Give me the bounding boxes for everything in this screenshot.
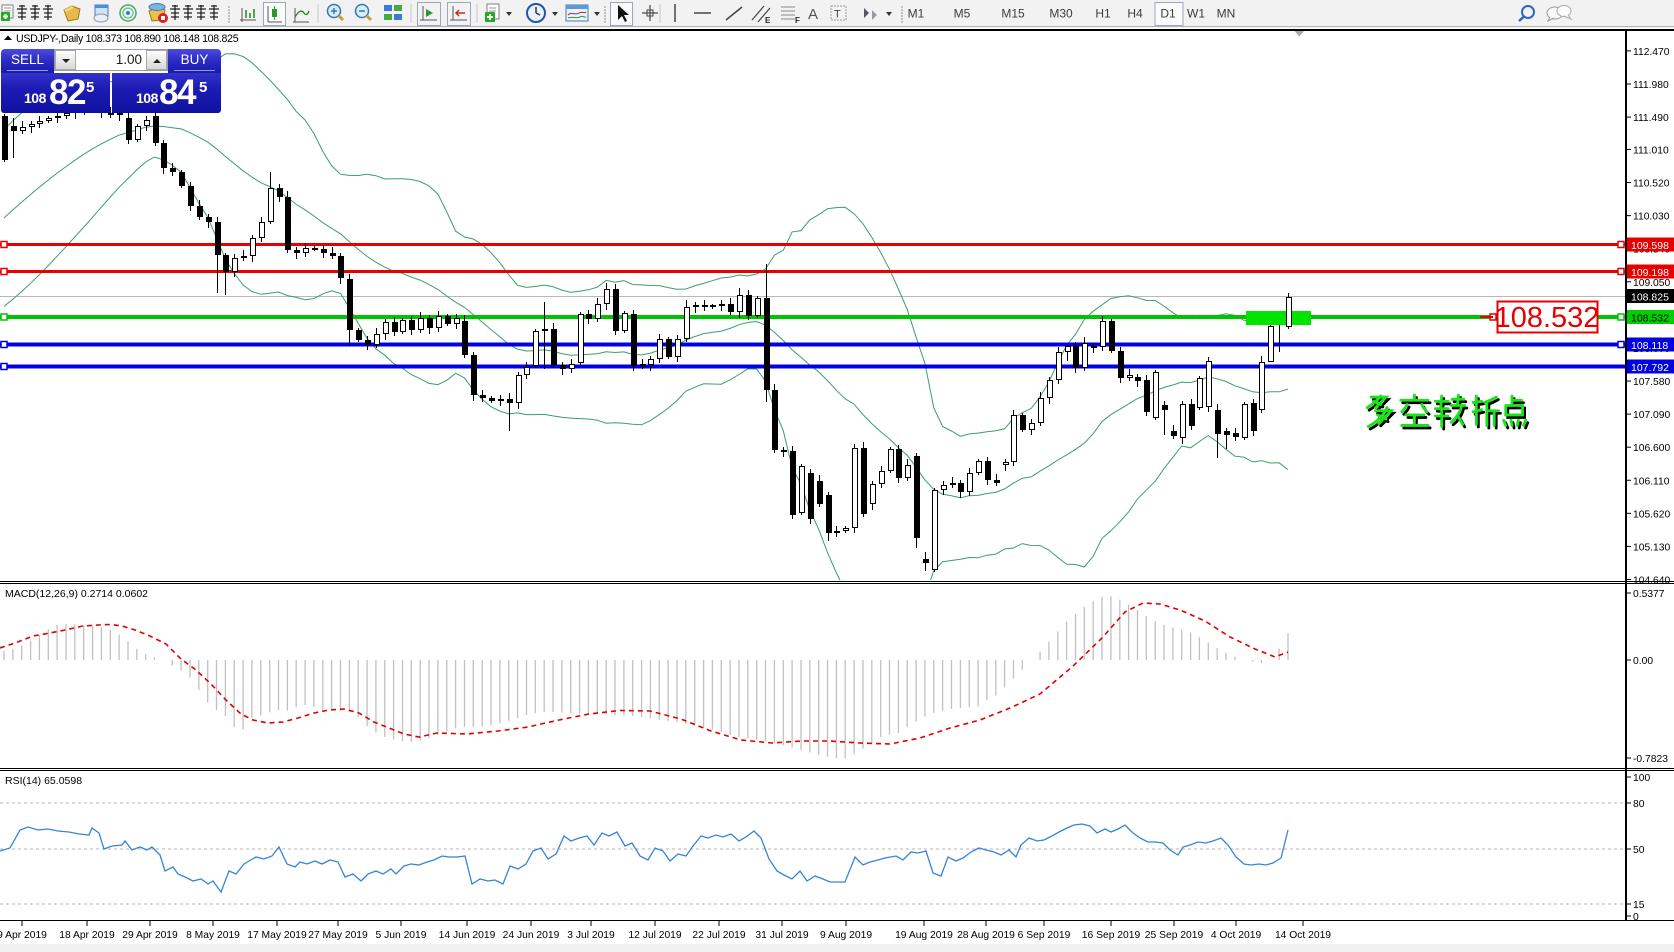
svg-text:M30: M30: [1049, 7, 1073, 21]
svg-text:112.470: 112.470: [1633, 47, 1670, 58]
svg-text:107.580: 107.580: [1633, 377, 1670, 388]
svg-text:109.198: 109.198: [1631, 267, 1669, 279]
svg-text:18 Apr 2019: 18 Apr 2019: [59, 930, 115, 941]
svg-text:H1: H1: [1095, 7, 1111, 21]
svg-text:6 Sep 2019: 6 Sep 2019: [1018, 930, 1071, 941]
svg-text:28 Aug 2019: 28 Aug 2019: [957, 930, 1015, 941]
svg-text:9 Aug 2019: 9 Aug 2019: [820, 930, 872, 941]
svg-text:109.050: 109.050: [1633, 278, 1670, 289]
svg-text:27 May 2019: 27 May 2019: [308, 930, 368, 941]
svg-text:105.620: 105.620: [1633, 509, 1670, 520]
svg-text:107.792: 107.792: [1631, 362, 1669, 374]
svg-text:106.600: 106.600: [1633, 443, 1670, 454]
svg-text:111.980: 111.980: [1633, 80, 1669, 91]
svg-text:108.825: 108.825: [1631, 292, 1669, 304]
svg-text:80: 80: [1633, 799, 1645, 810]
svg-text:110.030: 110.030: [1633, 212, 1670, 223]
svg-text:24 Jun 2019: 24 Jun 2019: [503, 930, 560, 941]
svg-text:3 Jul 2019: 3 Jul 2019: [567, 930, 615, 941]
svg-text:4 Oct 2019: 4 Oct 2019: [1211, 930, 1262, 941]
svg-text:106.110: 106.110: [1633, 476, 1670, 487]
svg-text:M15: M15: [1001, 7, 1025, 21]
svg-text:108.532: 108.532: [1495, 302, 1600, 334]
svg-text:5 Jun 2019: 5 Jun 2019: [376, 930, 427, 941]
svg-text:USDJPY-,Daily 108.373 108.890: USDJPY-,Daily 108.373 108.890 108.148 10…: [16, 33, 239, 45]
svg-text:8 May 2019: 8 May 2019: [186, 930, 240, 941]
svg-text:108.118: 108.118: [1631, 340, 1668, 352]
svg-text:31 Jul 2019: 31 Jul 2019: [755, 930, 809, 941]
svg-text:104.640: 104.640: [1633, 576, 1670, 587]
svg-text:T: T: [834, 9, 841, 21]
svg-text:M1: M1: [908, 7, 925, 21]
svg-text:M5: M5: [954, 7, 971, 21]
svg-text:12 Jul 2019: 12 Jul 2019: [628, 930, 682, 941]
svg-text:A: A: [808, 6, 818, 23]
svg-text:111.010: 111.010: [1633, 145, 1669, 156]
svg-text:17 May 2019: 17 May 2019: [247, 930, 307, 941]
svg-text:14 Jun 2019: 14 Jun 2019: [439, 930, 496, 941]
svg-text:H4: H4: [1127, 7, 1143, 21]
svg-text:107.090: 107.090: [1633, 410, 1670, 421]
svg-text:MACD(12,26,9) 0.2714 0.0602: MACD(12,26,9) 0.2714 0.0602: [5, 588, 148, 600]
svg-text:F: F: [795, 16, 800, 25]
svg-text:15: 15: [1633, 900, 1645, 911]
svg-text:108.532: 108.532: [1631, 313, 1669, 325]
svg-text:50: 50: [1633, 845, 1645, 856]
svg-text:RSI(14) 65.0598: RSI(14) 65.0598: [5, 775, 82, 787]
svg-text:16 Sep 2019: 16 Sep 2019: [1082, 930, 1141, 941]
svg-text:100: 100: [1633, 773, 1650, 784]
svg-text:110.520: 110.520: [1633, 179, 1670, 190]
svg-text:E: E: [765, 16, 771, 25]
svg-text:22 Jul 2019: 22 Jul 2019: [692, 930, 746, 941]
svg-text:25 Sep 2019: 25 Sep 2019: [1145, 930, 1204, 941]
svg-text:D1: D1: [1160, 7, 1176, 21]
svg-text:9 Apr 2019: 9 Apr 2019: [0, 930, 47, 941]
svg-text:109.598: 109.598: [1631, 240, 1669, 252]
svg-text:14 Oct 2019: 14 Oct 2019: [1275, 930, 1331, 941]
svg-text:19 Aug 2019: 19 Aug 2019: [895, 930, 953, 941]
svg-text:105.130: 105.130: [1633, 542, 1670, 553]
svg-text:0.00: 0.00: [1633, 656, 1653, 667]
svg-text:-0.7823: -0.7823: [1633, 754, 1668, 765]
svg-text:W1: W1: [1187, 7, 1205, 21]
svg-text:0.5377: 0.5377: [1633, 589, 1665, 600]
svg-text:0: 0: [1633, 912, 1639, 923]
svg-text:111.490: 111.490: [1633, 113, 1669, 124]
svg-text:MN: MN: [1217, 7, 1236, 21]
svg-text:29 Apr 2019: 29 Apr 2019: [122, 930, 178, 941]
